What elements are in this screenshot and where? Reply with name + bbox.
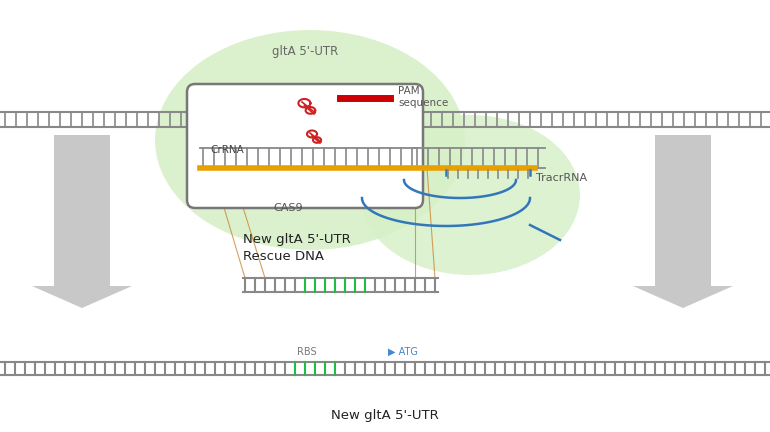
Text: PAM
sequence: PAM sequence bbox=[398, 86, 448, 108]
Text: CAS9: CAS9 bbox=[273, 203, 303, 213]
Text: TracrRNA: TracrRNA bbox=[536, 173, 587, 183]
Polygon shape bbox=[633, 135, 733, 308]
Text: New gltA 5'-UTR: New gltA 5'-UTR bbox=[331, 409, 439, 422]
Ellipse shape bbox=[360, 115, 580, 275]
Text: CrRNA: CrRNA bbox=[210, 145, 244, 155]
FancyBboxPatch shape bbox=[187, 84, 423, 208]
Polygon shape bbox=[32, 135, 132, 308]
Ellipse shape bbox=[155, 30, 465, 250]
Text: RBS: RBS bbox=[297, 347, 316, 357]
Text: gltA 5'-UTR: gltA 5'-UTR bbox=[272, 45, 338, 58]
Text: ▶ ATG: ▶ ATG bbox=[388, 347, 418, 357]
Text: New gltA 5'-UTR
Rescue DNA: New gltA 5'-UTR Rescue DNA bbox=[243, 233, 351, 263]
